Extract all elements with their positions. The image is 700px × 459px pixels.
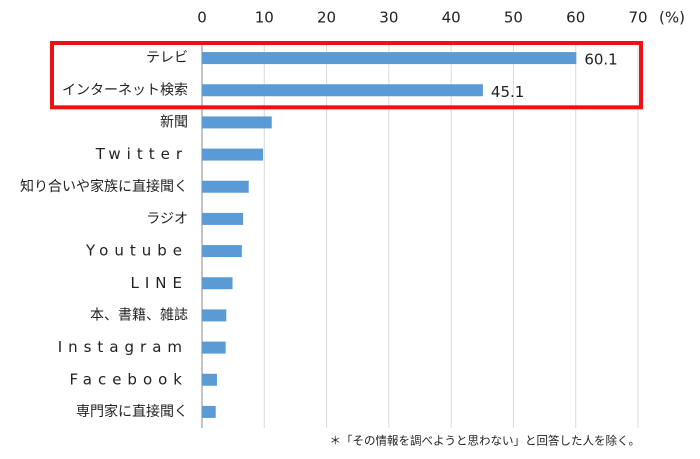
bar — [202, 309, 227, 322]
y-tick-label: インターネット検索 — [62, 81, 188, 98]
highlight-box — [50, 41, 643, 110]
bar — [202, 52, 577, 65]
bar — [202, 405, 216, 418]
y-tick-label: 本、書籍、雑誌 — [90, 306, 188, 323]
bar — [202, 84, 483, 97]
y-tick-label: ラジオ — [146, 211, 188, 227]
y-tick-label: 新聞 — [160, 114, 188, 130]
y-tick-label: Facebook — [70, 370, 188, 388]
x-tick-label: 60 — [566, 9, 585, 27]
value-label: 60.1 — [584, 51, 617, 69]
y-tick-label: テレビ — [146, 50, 188, 66]
y-tick-label: LINE — [131, 274, 188, 292]
bar — [202, 373, 217, 386]
bar — [202, 148, 264, 161]
bar — [202, 277, 233, 290]
x-unit: (%) — [659, 9, 685, 27]
bar — [202, 341, 226, 354]
bar — [202, 245, 242, 258]
x-tick-label: 20 — [317, 9, 336, 27]
y-tick-label: Youtube — [85, 242, 188, 260]
x-tick-label: 70 — [628, 9, 647, 27]
x-tick-label: 50 — [504, 9, 523, 27]
x-tick-label: 30 — [379, 9, 398, 27]
value-label: 45.1 — [491, 83, 524, 101]
y-tick-label: 知り合いや家族に直接聞く — [20, 178, 188, 195]
y-tick-label: 専門家に直接聞く — [76, 403, 188, 420]
footnote: ＊「その情報を調べようと思わない」と回答した人を除く。 — [330, 434, 641, 448]
bar — [202, 180, 249, 193]
x-tick-label: 40 — [442, 9, 461, 27]
bar — [202, 212, 244, 225]
y-tick-label: Instagram — [58, 338, 188, 356]
y-tick-label: Twitter — [95, 145, 188, 163]
x-tick-label: 10 — [255, 9, 274, 27]
x-tick-label: 0 — [197, 9, 207, 27]
bar — [202, 116, 272, 129]
